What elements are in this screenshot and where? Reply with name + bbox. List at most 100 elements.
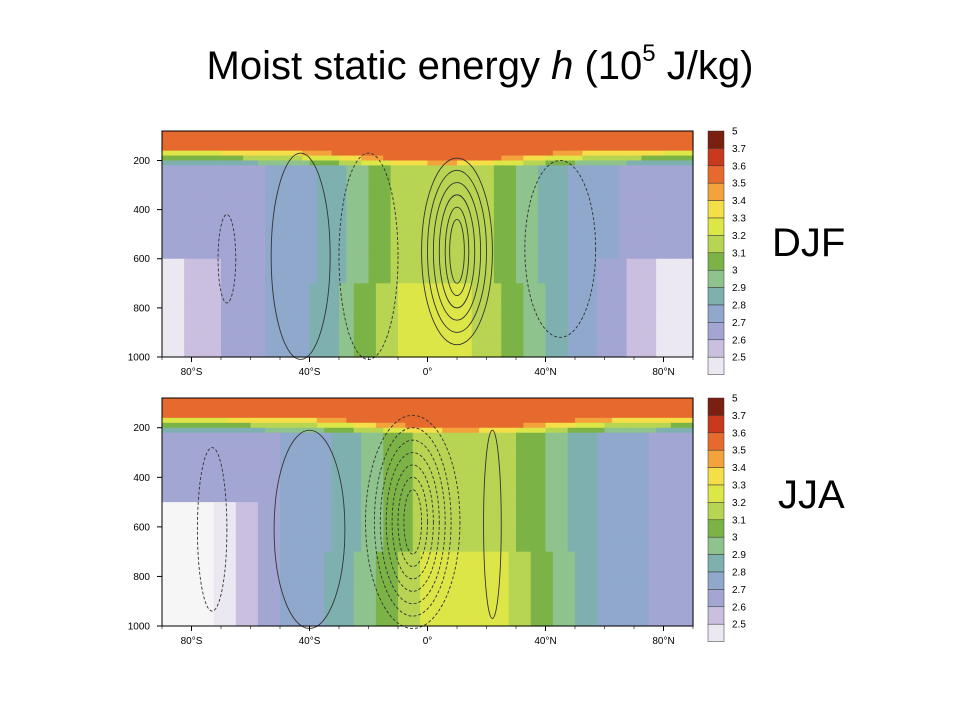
heatmap-cell — [471, 140, 480, 147]
heatmap-cell — [309, 352, 318, 358]
heatmap-cell — [339, 611, 347, 617]
heatmap-cell — [206, 541, 215, 548]
heatmap-cell — [560, 224, 569, 230]
colorbar-label: 2.6 — [732, 335, 746, 346]
heatmap-cell — [221, 407, 229, 414]
heatmap-cell — [302, 561, 311, 568]
heatmap-cell — [427, 135, 436, 142]
heatmap-cell — [361, 224, 370, 230]
heatmap-cell — [331, 160, 340, 166]
heatmap-cell — [390, 457, 399, 464]
heatmap-cell — [361, 457, 370, 464]
heatmap-cell — [641, 293, 650, 299]
heatmap-cell — [228, 417, 237, 424]
heatmap-cell — [213, 422, 222, 429]
heatmap-cell — [398, 502, 406, 508]
heatmap-cell — [191, 551, 200, 558]
heatmap-cell — [538, 194, 547, 201]
heatmap-cell — [508, 140, 517, 147]
heatmap-cell — [375, 278, 384, 284]
heatmap-cell — [648, 189, 657, 196]
heatmap-cell — [221, 347, 229, 353]
heatmap-cell — [626, 253, 635, 260]
heatmap-cell — [198, 601, 207, 607]
heatmap-cell — [398, 407, 406, 414]
heatmap-cell — [685, 327, 694, 334]
heatmap-cell — [272, 576, 281, 582]
heatmap-cell — [361, 248, 370, 255]
heatmap-cell — [390, 606, 399, 612]
heatmap-cell — [176, 581, 185, 587]
heatmap-cell — [280, 521, 288, 528]
heatmap-cell — [368, 581, 377, 587]
heatmap-cell — [375, 452, 384, 459]
heatmap-cell — [368, 337, 377, 343]
heatmap-cell — [272, 412, 281, 419]
heatmap-cell — [272, 611, 281, 617]
heatmap-cell — [221, 278, 229, 284]
heatmap-cell — [479, 155, 488, 162]
heatmap-cell — [169, 516, 178, 523]
heatmap-cell — [257, 170, 266, 176]
heatmap-cell — [353, 263, 362, 270]
heatmap-cell — [648, 307, 657, 314]
heatmap-cell — [257, 492, 266, 498]
heatmap-cell — [250, 402, 259, 409]
heatmap-cell — [302, 477, 311, 483]
heatmap-cell — [309, 288, 318, 294]
heatmap-cell — [287, 591, 296, 597]
heatmap-cell — [176, 155, 185, 162]
heatmap-cell — [471, 165, 480, 171]
heatmap-cell — [213, 417, 222, 424]
heatmap-cell — [493, 189, 502, 196]
heatmap-cell — [464, 175, 473, 181]
heatmap-cell — [235, 185, 244, 191]
heatmap-cell — [184, 204, 193, 211]
heatmap-cell — [294, 219, 303, 225]
heatmap-cell — [309, 258, 318, 265]
heatmap-cell — [508, 327, 517, 334]
heatmap-cell — [353, 546, 362, 553]
heatmap-cell — [257, 452, 266, 459]
heatmap-cell — [213, 492, 222, 498]
heatmap-cell — [324, 312, 333, 319]
heatmap-cell — [479, 293, 488, 299]
heatmap-cell — [678, 234, 687, 240]
heatmap-cell — [198, 288, 207, 294]
heatmap-cell — [213, 268, 222, 275]
heatmap-cell — [434, 352, 443, 358]
heatmap-cell — [390, 407, 399, 414]
heatmap-cell — [390, 352, 399, 358]
heatmap-cell — [228, 273, 237, 279]
heatmap-cell — [434, 131, 443, 137]
heatmap-cell — [162, 199, 170, 206]
heatmap-cell — [375, 601, 384, 607]
heatmap-cell — [280, 229, 288, 235]
heatmap-cell — [493, 273, 502, 279]
heatmap-cell — [346, 492, 355, 498]
heatmap-cell — [626, 150, 635, 157]
heatmap-cell — [162, 497, 170, 503]
heatmap-cell — [184, 531, 193, 538]
heatmap-cell — [582, 209, 591, 216]
heatmap-cell — [346, 307, 355, 314]
heatmap-cell — [412, 185, 421, 191]
heatmap-cell — [493, 170, 502, 176]
heatmap-cell — [265, 402, 274, 409]
heatmap-cell — [361, 283, 370, 289]
heatmap-cell — [302, 302, 311, 309]
heatmap-cell — [501, 322, 510, 329]
heatmap-cell — [162, 581, 170, 587]
heatmap-cell — [589, 194, 598, 201]
heatmap-cell — [508, 244, 517, 250]
heatmap-cell — [464, 131, 473, 137]
heatmap-cell — [604, 209, 613, 216]
heatmap-cell — [243, 417, 252, 424]
heatmap-cell — [316, 452, 325, 459]
heatmap-cell — [361, 194, 370, 201]
heatmap-cell — [331, 566, 340, 573]
heatmap-cell — [206, 447, 215, 454]
heatmap-cell — [353, 253, 362, 260]
heatmap-cell — [294, 160, 303, 166]
